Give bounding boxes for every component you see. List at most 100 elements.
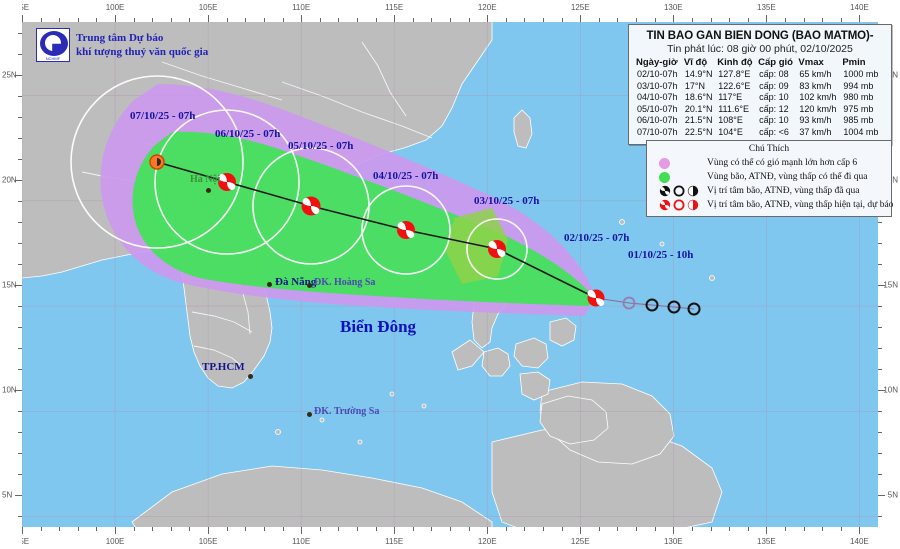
axis-tick bbox=[96, 527, 98, 531]
axis-tick bbox=[170, 18, 172, 22]
cell-vmax: 65 km/h bbox=[799, 69, 832, 79]
axis-label-longitude: 135E bbox=[757, 3, 776, 12]
axis-tick bbox=[18, 432, 22, 434]
cell-cap: cấp: <6 bbox=[759, 126, 789, 137]
cell-vmax: 93 km/h bbox=[799, 115, 832, 125]
legend-label: Vùng có thể có gió mạnh lớn hơn cấp 6 bbox=[707, 158, 858, 168]
cell-lat: 20.1°N bbox=[684, 103, 713, 114]
black-cyclone-icon bbox=[659, 185, 671, 197]
axis-tick bbox=[18, 474, 22, 476]
axis-tick bbox=[822, 18, 824, 22]
cell-pmin: 1004 mb bbox=[843, 126, 879, 137]
axis-tick bbox=[580, 527, 582, 534]
table-row: 03/10-07h 17°N 122.6°E cấp: 09 83 km/h 9… bbox=[636, 81, 884, 93]
axis-tick bbox=[412, 18, 414, 22]
legend-label: Vùng bão, ATNĐ, vùng thấp có thể đi qua bbox=[707, 172, 868, 182]
axis-tick bbox=[878, 390, 885, 392]
axis-tick bbox=[22, 527, 23, 534]
axis-tick bbox=[561, 527, 563, 531]
axis-tick bbox=[15, 495, 22, 497]
axis-tick bbox=[878, 285, 885, 287]
cell-lat: 22.5°N bbox=[684, 126, 713, 137]
axis-tick bbox=[691, 527, 693, 531]
city-dot-truong-sa bbox=[307, 412, 312, 417]
axis-tick bbox=[766, 527, 768, 534]
storm-bulletin-panel: TIN BAO GAN BIEN DONG (BAO MATMO)- Tin p… bbox=[628, 24, 892, 145]
axis-tick bbox=[766, 15, 768, 22]
axis-label-latitude: 15N bbox=[883, 280, 898, 290]
legend-symbol-group bbox=[653, 185, 701, 197]
cell-datetime: 03/10-07h bbox=[637, 80, 678, 91]
axis-tick bbox=[878, 327, 882, 329]
axis-tick bbox=[747, 18, 749, 22]
axis-tick bbox=[263, 527, 265, 531]
axis-label-longitude: 100E bbox=[105, 3, 125, 12]
city-dot-hoang-sa bbox=[307, 283, 312, 288]
axis-tick bbox=[115, 15, 117, 22]
legend-title: Chú Thích bbox=[748, 144, 790, 154]
axis-tick bbox=[878, 453, 882, 455]
axis-tick bbox=[18, 116, 22, 118]
cell-cap: cấp: 10 bbox=[759, 115, 789, 125]
red-depression-icon bbox=[687, 199, 699, 211]
axis-tick bbox=[18, 411, 22, 413]
axis-tick bbox=[468, 527, 470, 531]
depression-symbol-07-10 bbox=[149, 154, 165, 170]
col-lat: Vĩ độ bbox=[683, 57, 708, 68]
city-dot-tphcm bbox=[248, 374, 253, 379]
axis-tick bbox=[747, 527, 749, 531]
cell-cap: cấp: 08 bbox=[759, 69, 789, 79]
axis-tick bbox=[878, 432, 882, 434]
axis-tick bbox=[18, 348, 22, 350]
axis-label-longitude: 140E bbox=[850, 537, 869, 546]
axis-tick bbox=[18, 32, 22, 34]
red-cyclone-icon bbox=[659, 199, 671, 211]
storm-symbol-03-10 bbox=[488, 240, 506, 258]
uncertainty-circle-04-10 bbox=[361, 185, 451, 275]
axis-tick bbox=[505, 18, 507, 22]
axis-tick bbox=[468, 18, 470, 22]
uncertainty-circle-06-10 bbox=[154, 109, 300, 255]
axis-tick bbox=[133, 527, 135, 531]
axis-label-latitude: 10N bbox=[2, 385, 17, 395]
col-datetime: Ngày-giờ bbox=[636, 57, 678, 68]
axis-tick bbox=[580, 15, 582, 22]
cell-pmin: 975 mb bbox=[843, 103, 874, 114]
cell-lon: 127.8°E bbox=[718, 69, 751, 79]
latitude-axis-left: 5N 10N 15N 20N 25N bbox=[0, 0, 22, 549]
forecast-track-line bbox=[156, 161, 597, 299]
axis-label-longitude: 110E bbox=[292, 3, 311, 12]
axis-tick bbox=[15, 285, 22, 287]
table-row: 04/10-07h 18.6°N 117°E cấp: 10 102 km/h … bbox=[636, 92, 884, 104]
table-row: 07/10-07h 22.5°N 104°E cấp: <6 37 km/h 1… bbox=[636, 127, 884, 139]
city-dot-da-nang bbox=[267, 282, 272, 287]
axis-label-longitude: 110E bbox=[292, 537, 311, 546]
axis-tick bbox=[301, 15, 303, 22]
axis-tick bbox=[338, 527, 340, 531]
axis-tick bbox=[878, 516, 882, 518]
legend-label: Vị trí tâm bão, ATNĐ, vùng thấp hiện tại… bbox=[707, 200, 894, 210]
axis-label-longitude: 95E bbox=[14, 537, 30, 546]
forecast-table: Ngày-giờ Vĩ độ Kinh độ Cấp gió Vmax Pmin… bbox=[636, 57, 884, 138]
axis-label-latitude: 10N bbox=[883, 385, 898, 395]
axis-label-longitude: 100E bbox=[105, 537, 125, 546]
cell-lon: 104°E bbox=[718, 126, 743, 137]
green-disc-icon bbox=[659, 171, 670, 183]
axis-tick bbox=[356, 18, 358, 22]
axis-tick bbox=[878, 369, 882, 371]
axis-tick bbox=[59, 18, 61, 22]
black-depression-icon bbox=[687, 185, 699, 197]
axis-tick bbox=[245, 18, 247, 22]
longitude-axis-top: 95E 100E 105E 110E 115E 120E 125E 130E 135E 140E bbox=[0, 0, 900, 22]
axis-tick bbox=[450, 527, 451, 531]
axis-tick bbox=[96, 18, 98, 22]
axis-tick bbox=[319, 527, 321, 531]
red-open-circle-icon bbox=[673, 199, 685, 211]
cell-pmin: 1000 mb bbox=[843, 69, 879, 79]
cell-datetime: 06/10-07h bbox=[637, 115, 678, 125]
cell-vmax: 83 km/h bbox=[799, 80, 832, 91]
uncertainty-circles bbox=[70, 75, 528, 280]
axis-tick bbox=[505, 527, 507, 531]
cell-vmax: 102 km/h bbox=[799, 92, 837, 102]
storm-symbol-02-10 bbox=[587, 289, 605, 307]
